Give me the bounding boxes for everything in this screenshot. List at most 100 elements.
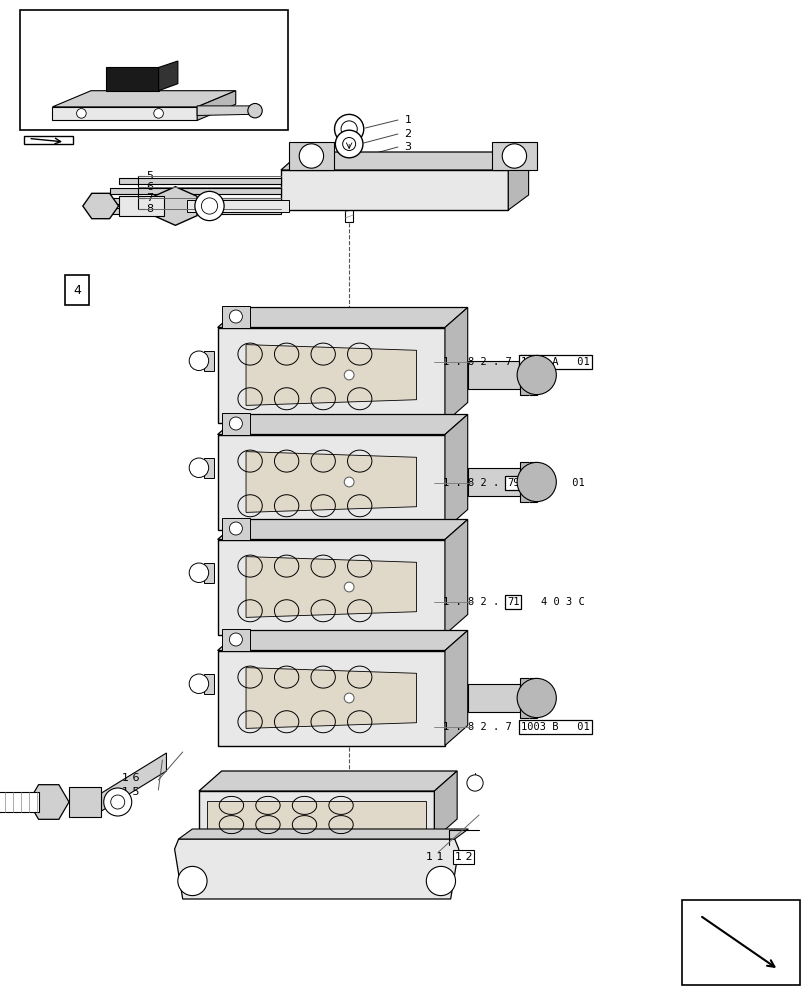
Polygon shape: [520, 678, 536, 718]
Circle shape: [517, 355, 556, 395]
Circle shape: [426, 866, 455, 896]
Polygon shape: [118, 196, 164, 216]
Polygon shape: [281, 152, 528, 170]
Text: 1 5: 1 5: [122, 787, 139, 797]
Text: 3: 3: [404, 142, 411, 152]
Circle shape: [195, 191, 224, 221]
Polygon shape: [217, 414, 467, 434]
Polygon shape: [110, 188, 281, 194]
Circle shape: [104, 788, 131, 816]
Text: 79: 79: [506, 478, 519, 488]
Text: 8: 8: [146, 204, 153, 214]
Circle shape: [230, 417, 242, 430]
Circle shape: [153, 109, 163, 118]
Polygon shape: [508, 152, 528, 210]
Text: 5: 5: [146, 171, 153, 181]
Polygon shape: [0, 792, 39, 812]
Polygon shape: [102, 198, 281, 204]
Circle shape: [517, 678, 556, 718]
Circle shape: [189, 458, 208, 477]
Polygon shape: [187, 200, 289, 212]
Circle shape: [110, 795, 125, 809]
Polygon shape: [467, 361, 520, 389]
Polygon shape: [158, 61, 178, 91]
Polygon shape: [246, 345, 416, 405]
Circle shape: [230, 522, 242, 535]
Polygon shape: [118, 178, 281, 184]
Circle shape: [344, 477, 354, 487]
Polygon shape: [199, 791, 434, 839]
Text: 7: 7: [146, 193, 153, 203]
Polygon shape: [28, 785, 69, 819]
Circle shape: [247, 103, 262, 118]
Text: 1 1: 1 1: [426, 852, 444, 862]
Text: 1 2: 1 2: [454, 852, 472, 862]
Polygon shape: [69, 787, 101, 817]
Polygon shape: [221, 412, 250, 434]
Text: A   01: A 01: [540, 478, 584, 488]
Polygon shape: [246, 452, 416, 512]
Bar: [345, 160, 353, 222]
Polygon shape: [207, 801, 426, 829]
Text: 1 . 8 2 . 7: 1 . 8 2 . 7: [442, 357, 511, 367]
Polygon shape: [53, 107, 197, 120]
Text: 6: 6: [146, 182, 153, 192]
Polygon shape: [197, 91, 235, 120]
Circle shape: [501, 144, 526, 168]
Polygon shape: [221, 306, 250, 328]
Circle shape: [189, 674, 208, 693]
Text: 4: 4: [73, 284, 81, 296]
Circle shape: [230, 310, 242, 323]
Polygon shape: [221, 518, 250, 540]
Circle shape: [201, 198, 217, 214]
Text: 1: 1: [404, 115, 411, 125]
Polygon shape: [217, 308, 467, 328]
Polygon shape: [520, 355, 536, 395]
Text: 1033 A   01: 1033 A 01: [521, 357, 589, 367]
Polygon shape: [217, 650, 444, 745]
Circle shape: [189, 563, 208, 582]
Text: 2: 2: [404, 129, 411, 139]
Polygon shape: [217, 630, 467, 650]
Polygon shape: [153, 187, 197, 225]
Polygon shape: [289, 142, 333, 170]
Polygon shape: [221, 628, 250, 650]
Circle shape: [334, 114, 363, 144]
Polygon shape: [281, 170, 508, 210]
Polygon shape: [53, 91, 235, 107]
Polygon shape: [246, 668, 416, 728]
Polygon shape: [467, 684, 520, 712]
Polygon shape: [204, 674, 213, 694]
Circle shape: [298, 144, 323, 168]
Polygon shape: [467, 468, 520, 496]
Polygon shape: [94, 208, 281, 214]
Text: 4 0 3 C: 4 0 3 C: [540, 597, 584, 607]
Polygon shape: [520, 462, 536, 502]
Circle shape: [230, 633, 242, 646]
Text: 71: 71: [506, 597, 519, 607]
Polygon shape: [444, 414, 467, 530]
Polygon shape: [246, 557, 416, 617]
Polygon shape: [204, 563, 213, 583]
Bar: [20, 10, 288, 130]
Circle shape: [344, 582, 354, 592]
Polygon shape: [444, 630, 467, 745]
Text: 1 . 8 2 .: 1 . 8 2 .: [442, 478, 498, 488]
Polygon shape: [101, 753, 166, 811]
Text: 1 . 8 2 . 7: 1 . 8 2 . 7: [442, 722, 511, 732]
Circle shape: [342, 138, 355, 150]
Text: 1 . 8 2 .: 1 . 8 2 .: [442, 597, 498, 607]
Circle shape: [178, 866, 207, 896]
Polygon shape: [197, 106, 255, 115]
Polygon shape: [106, 67, 158, 91]
Circle shape: [466, 775, 483, 791]
Circle shape: [335, 130, 363, 158]
Text: 1 6: 1 6: [122, 773, 139, 783]
Circle shape: [189, 351, 208, 370]
Polygon shape: [217, 520, 467, 540]
Polygon shape: [204, 351, 213, 371]
Circle shape: [76, 109, 86, 118]
Polygon shape: [491, 142, 536, 170]
Polygon shape: [199, 771, 457, 791]
Polygon shape: [444, 308, 467, 422]
